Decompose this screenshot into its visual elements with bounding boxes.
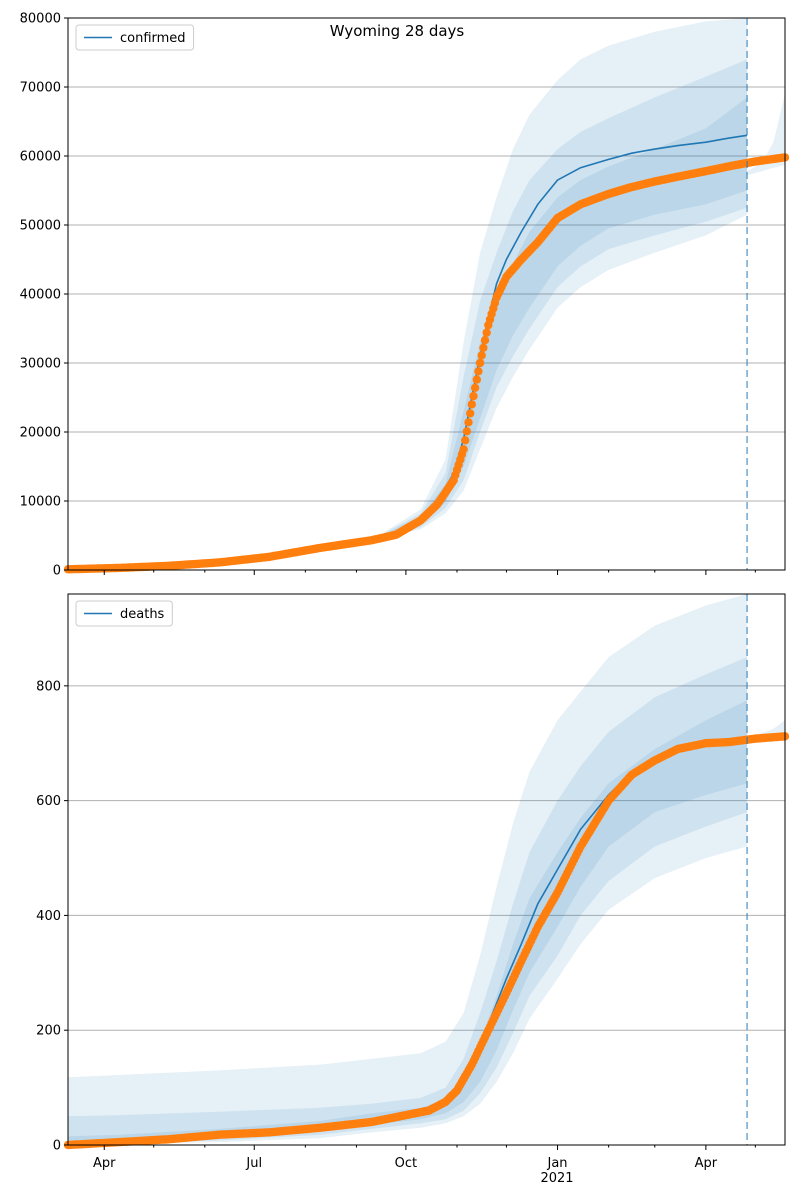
top-x-axis	[103, 570, 756, 575]
top-observed-point	[477, 351, 486, 360]
bottom-band-2	[68, 594, 748, 1145]
bottom-xtick-label: Apr	[695, 1156, 718, 1171]
top-ytick-label: 80000	[20, 12, 61, 27]
bottom-axes-frame	[67, 593, 786, 1146]
top-ytick-label: 60000	[20, 150, 61, 165]
top-gridlines	[68, 86, 785, 502]
top-observed-point	[474, 367, 483, 376]
top-y-axis: 0 10000 20000 30000 40000 50000 60000 70000 8000…	[20, 12, 68, 579]
top-observed-point	[461, 436, 470, 445]
top-observed-point	[464, 418, 473, 427]
confirmed-panel: 0 10000 20000 30000 40000 50000 60000 70000 8000…	[20, 12, 790, 579]
deaths-panel: 0 200 400 600 800 Apr Jul Oct Jan Apr deaths	[36, 593, 790, 1171]
top-observed-point	[482, 328, 491, 337]
bottom-legend-label: deaths	[120, 607, 165, 622]
top-observed-point	[470, 383, 480, 392]
bottom-ytick-label: 0	[53, 1139, 61, 1154]
bottom-x-axis: Apr Jul Oct Jan Apr	[93, 1145, 756, 1171]
top-legend-label: confirmed	[120, 31, 186, 46]
bottom-xtick-label: Jan	[547, 1156, 568, 1171]
top-observed-point	[459, 445, 468, 454]
chart-title: Wyoming 28 days	[330, 22, 465, 40]
bottom-legend-box	[75, 600, 173, 627]
bottom-legend: deaths	[75, 600, 173, 627]
top-observed-point	[469, 391, 478, 401]
bottom-series	[63, 732, 790, 1150]
top-ytick-label: 0	[53, 564, 61, 579]
bottom-xtick-label: Apr	[93, 1156, 116, 1171]
top-ytick-label: 50000	[20, 219, 61, 234]
top-observed-point	[480, 336, 490, 345]
top-ytick-label: 10000	[20, 495, 61, 510]
top-observed-point	[472, 375, 481, 384]
top-series	[63, 134, 790, 574]
bottom-y-axis: 0 200 400 600 800	[36, 679, 68, 1154]
top-legend-box	[75, 24, 195, 51]
bottom-ytick-label: 800	[36, 679, 61, 694]
top-legend: confirmed	[75, 24, 195, 51]
bottom-xtick-label: Oct	[395, 1156, 417, 1171]
top-band-2	[68, 18, 748, 570]
top-ytick-label: 20000	[20, 426, 61, 441]
bottom-xtick-label: Jul	[245, 1156, 262, 1171]
top-observed-point	[466, 409, 475, 418]
top-observed-point	[467, 400, 476, 409]
bottom-band-1	[68, 657, 748, 1145]
top-ytick-label: 40000	[20, 288, 61, 303]
top-band-0	[68, 97, 748, 570]
top-ytick-label: 30000	[20, 357, 61, 372]
top-observed-point	[462, 427, 472, 436]
bottom-ytick-label: 400	[36, 909, 61, 924]
bottom-ytick-label: 600	[36, 794, 61, 809]
bottom-gridlines	[68, 685, 785, 1031]
top-ytick-label: 70000	[20, 81, 61, 96]
top-observed-point	[475, 358, 485, 368]
top-band-1	[68, 59, 748, 570]
top-observed-point	[479, 343, 488, 352]
bottom-ytick-label: 200	[36, 1024, 61, 1039]
x-year-label: 2021	[540, 1171, 573, 1186]
